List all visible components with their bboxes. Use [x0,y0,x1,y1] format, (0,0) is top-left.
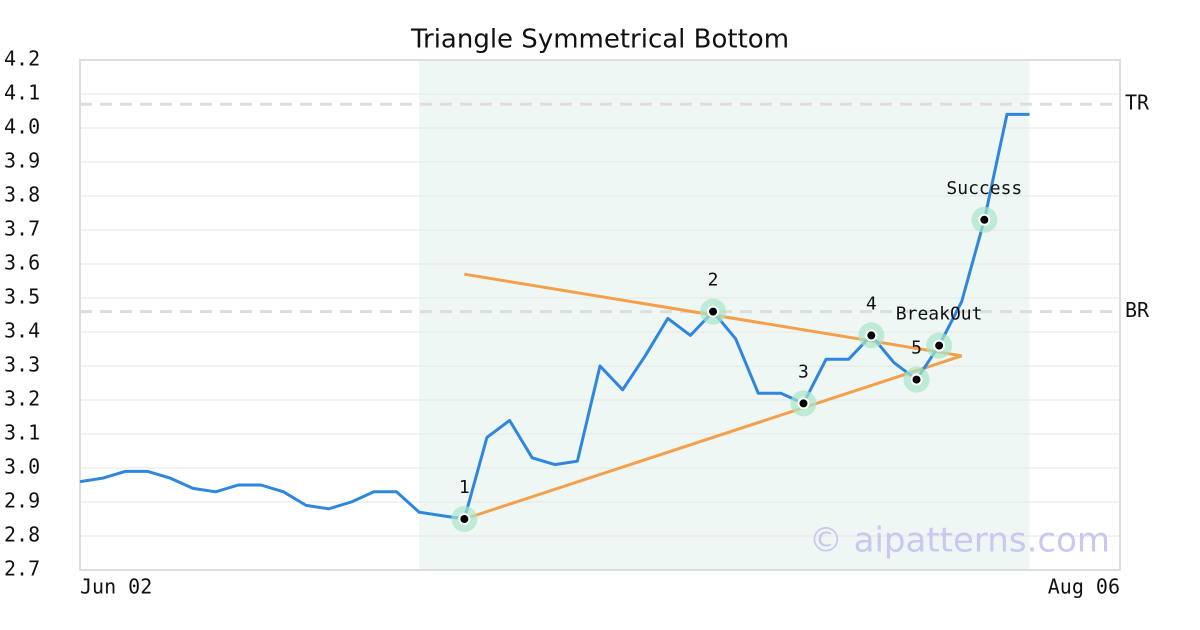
point-label: 1 [459,477,470,498]
y-tick-label: 3.7 [4,217,40,241]
point-label: 5 [911,338,922,359]
watermark: © aipatterns.com [809,521,1110,561]
x-tick-label: Jun 02 [80,575,152,599]
plot-border [79,59,1121,571]
pattern-point [933,339,946,352]
x-tick-label: Aug 06 [1048,575,1120,599]
y-tick-label: 3.0 [4,455,40,479]
pattern-point [865,329,878,342]
y-tick-label: 2.8 [4,523,40,547]
y-tick-label: 3.8 [4,183,40,207]
y-tick-label: 3.6 [4,251,40,275]
trend-line [463,354,963,521]
point-label: 2 [708,270,719,291]
chart-title: Triangle Symmetrical Bottom [410,25,789,55]
pattern-point [707,305,720,318]
pattern-point [910,373,923,386]
y-tick-label: 4.0 [4,115,40,139]
y-tick-label: 3.9 [4,149,40,173]
y-tick-label: 3.2 [4,387,40,411]
point-label: 3 [798,361,809,382]
pattern-point [458,513,471,525]
y-tick-label: 3.5 [4,285,40,309]
y-tick-label: 4.1 [4,81,40,105]
pattern-point [797,397,810,410]
point-label: BreakOut [896,304,983,325]
level-label: BR [1125,298,1150,322]
pattern-point [978,213,991,226]
point-label: Success [946,178,1022,199]
point-label: 4 [866,293,877,314]
y-tick-label: 4.2 [4,47,40,71]
y-tick-label: 3.3 [4,353,40,377]
y-tick-label: 3.1 [4,421,40,445]
y-tick-label: 2.9 [4,489,40,513]
level-label: TR [1125,91,1150,115]
y-tick-label: 2.7 [4,557,40,581]
y-tick-label: 3.4 [4,319,40,343]
